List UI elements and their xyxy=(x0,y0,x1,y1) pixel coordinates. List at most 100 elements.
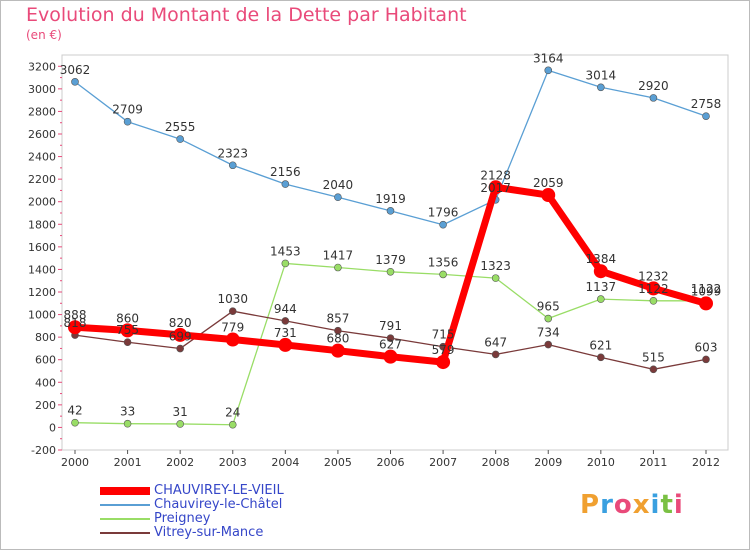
chart-subtitle: (en €) xyxy=(26,28,62,42)
data-label-vitrey-sur-mance: 755 xyxy=(116,323,139,337)
y-tick-label: 1400 xyxy=(28,263,56,276)
x-tick-label: 2003 xyxy=(219,456,247,469)
logo-letter: P xyxy=(580,490,601,520)
data-label-chauvirey-le-vieil: 888 xyxy=(64,308,87,322)
legend-swatch-preigney xyxy=(100,518,150,520)
data-label-chauvirey-le-chatel: 2017 xyxy=(480,181,511,195)
data-point-chauvirey-le-vieil xyxy=(278,337,293,352)
logo-letter: x xyxy=(632,490,651,520)
legend-swatch-chauvirey-le-chatel xyxy=(100,504,150,506)
y-tick-label: 200 xyxy=(35,399,56,412)
data-label-vitrey-sur-mance: 515 xyxy=(642,350,665,364)
legend-label-chauvirey-le-vieil: CHAUVIREY-LE-VIEIL xyxy=(154,483,284,498)
data-label-vitrey-sur-mance: 621 xyxy=(589,338,612,352)
data-point-chauvirey-le-vieil xyxy=(173,327,188,342)
legend-swatch-vitrey-sur-mance xyxy=(100,532,150,534)
data-label-chauvirey-le-vieil: 680 xyxy=(326,332,349,346)
data-label-vitrey-sur-mance: 715 xyxy=(432,328,455,342)
data-label-preigney: 33 xyxy=(120,405,135,419)
data-point-vitrey-sur-mance xyxy=(597,353,605,362)
data-label-vitrey-sur-mance: 603 xyxy=(695,340,718,354)
data-point-chauvirey-le-vieil xyxy=(383,349,398,364)
data-label-preigney: 1356 xyxy=(428,255,459,269)
data-point-preigney xyxy=(597,295,605,303)
data-point-vitrey-sur-mance xyxy=(544,340,553,349)
y-tick-label: 2800 xyxy=(28,105,56,118)
data-point-chauvirey-le-chatel xyxy=(228,161,237,170)
data-label-vitrey-sur-mance: 944 xyxy=(274,302,297,316)
y-tick-label: 1000 xyxy=(28,309,56,322)
data-label-chauvirey-le-chatel: 3062 xyxy=(60,63,91,77)
data-point-preigney xyxy=(123,419,132,428)
x-tick-label: 2006 xyxy=(377,456,405,469)
data-point-vitrey-sur-mance xyxy=(176,344,184,353)
data-point-chauvirey-le-vieil xyxy=(699,296,713,311)
data-point-chauvirey-le-vieil xyxy=(120,323,135,338)
x-tick-label: 2009 xyxy=(534,456,562,469)
data-label-chauvirey-le-vieil: 779 xyxy=(221,321,244,335)
data-label-chauvirey-le-chatel: 2323 xyxy=(217,146,248,160)
data-label-preigney: 1453 xyxy=(270,244,301,258)
data-label-preigney: 24 xyxy=(225,406,240,420)
data-label-chauvirey-le-vieil: 627 xyxy=(379,338,402,352)
chart-title: Evolution du Montant de la Dette par Hab… xyxy=(26,4,467,26)
data-label-chauvirey-le-vieil: 2059 xyxy=(533,176,564,190)
data-label-chauvirey-le-vieil: 731 xyxy=(274,326,297,340)
data-label-chauvirey-le-vieil: 2128 xyxy=(480,168,511,182)
data-point-preigney xyxy=(439,270,447,279)
data-point-vitrey-sur-mance xyxy=(491,350,500,359)
data-label-vitrey-sur-mance: 857 xyxy=(326,312,349,326)
data-point-chauvirey-le-chatel xyxy=(71,78,79,86)
data-point-chauvirey-le-chatel xyxy=(334,193,342,201)
data-point-chauvirey-le-vieil xyxy=(68,320,82,335)
y-tick-label: 1800 xyxy=(28,218,56,231)
data-label-chauvirey-le-vieil: 1099 xyxy=(691,284,722,298)
data-point-chauvirey-le-chatel xyxy=(176,135,184,143)
data-label-chauvirey-le-chatel: 2758 xyxy=(691,97,722,111)
data-label-preigney: 1323 xyxy=(480,259,511,273)
x-tick-label: 2005 xyxy=(324,456,352,469)
data-point-chauvirey-le-chatel xyxy=(702,112,710,120)
data-point-preigney xyxy=(334,263,342,272)
data-label-preigney: 1122 xyxy=(638,282,669,296)
data-label-vitrey-sur-mance: 699 xyxy=(169,330,192,344)
data-label-preigney: 1379 xyxy=(375,253,406,267)
data-label-chauvirey-le-vieil: 1384 xyxy=(586,252,617,266)
data-point-chauvirey-le-vieil xyxy=(646,281,661,296)
plot-area xyxy=(61,54,729,451)
data-point-vitrey-sur-mance xyxy=(649,365,658,374)
legend-swatch-chauvirey-le-vieil xyxy=(100,487,150,495)
data-label-preigney: 42 xyxy=(67,404,82,418)
data-point-chauvirey-le-vieil xyxy=(436,355,451,370)
y-tick-label: 1200 xyxy=(28,286,56,299)
legend-label-chauvirey-le-chatel: Chauvirey-le-Châtel xyxy=(154,497,283,512)
data-point-chauvirey-le-chatel xyxy=(544,66,553,75)
y-tick-label: 0 xyxy=(49,421,56,434)
data-label-preigney: 965 xyxy=(537,300,560,314)
data-point-chauvirey-le-chatel xyxy=(281,180,290,188)
data-label-preigney: 1137 xyxy=(586,280,617,294)
data-point-vitrey-sur-mance xyxy=(386,334,395,342)
x-tick-label: 2008 xyxy=(482,456,510,469)
data-point-vitrey-sur-mance xyxy=(123,338,132,347)
data-point-chauvirey-le-vieil xyxy=(488,180,503,195)
y-tick-label: 3200 xyxy=(28,60,56,73)
data-point-vitrey-sur-mance xyxy=(228,307,237,315)
data-point-preigney xyxy=(281,259,290,268)
data-label-chauvirey-le-chatel: 2709 xyxy=(112,103,143,117)
data-label-preigney: 1417 xyxy=(323,249,354,263)
data-label-chauvirey-le-chatel: 3014 xyxy=(586,68,617,82)
data-label-vitrey-sur-mance: 647 xyxy=(484,335,507,349)
y-tick-label: 600 xyxy=(35,354,56,367)
data-label-preigney: 1122 xyxy=(691,282,722,296)
proxiti-logo: Proxiti xyxy=(580,490,684,520)
x-tick-label: 2010 xyxy=(587,456,615,469)
legend-label-preigney: Preigney xyxy=(154,511,211,526)
data-point-vitrey-sur-mance xyxy=(334,326,342,335)
data-label-chauvirey-le-vieil: 860 xyxy=(116,311,139,325)
data-point-preigney xyxy=(176,420,184,428)
x-tick-label: 2004 xyxy=(271,456,299,469)
x-tick-label: 2007 xyxy=(429,456,457,469)
data-point-chauvirey-le-chatel xyxy=(386,207,395,215)
